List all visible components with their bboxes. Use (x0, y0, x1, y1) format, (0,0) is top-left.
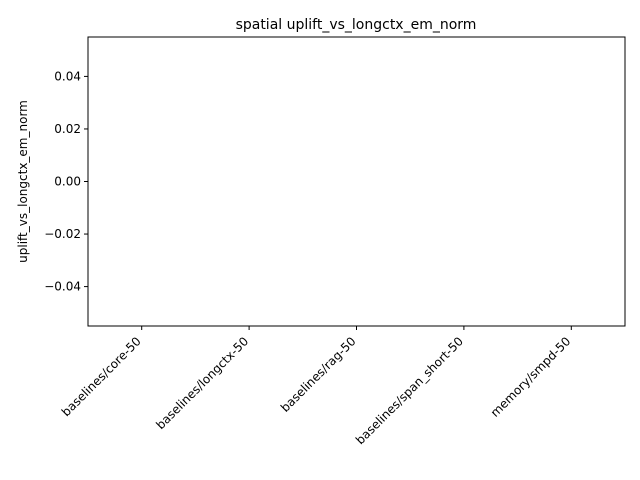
x-axis: baselines/core-50 baselines/longctx-50 bas… (59, 326, 574, 447)
y-axis: −0.04 −0.02 0.00 0.02 0.04 (44, 69, 88, 294)
x-tick-label: baselines/rag-50 (278, 334, 359, 415)
y-tick-label: 0.04 (54, 69, 81, 83)
x-tick-label: baselines/core-50 (59, 334, 144, 419)
y-tick-label: −0.02 (44, 227, 81, 241)
y-tick-label: 0.02 (54, 122, 81, 136)
plot-frame (87, 36, 626, 327)
y-tick-label: 0.00 (54, 175, 81, 189)
y-tick-label: −0.04 (44, 280, 81, 294)
x-tick-label: memory/smpd-50 (488, 334, 574, 420)
chart-title: spatial uplift_vs_longctx_em_norm (236, 17, 477, 33)
x-tick-label: baselines/longctx-50 (153, 334, 251, 432)
x-tick-label: baselines/span_short-50 (353, 334, 466, 447)
y-axis-label: uplift_vs_longctx_em_norm (16, 100, 30, 263)
